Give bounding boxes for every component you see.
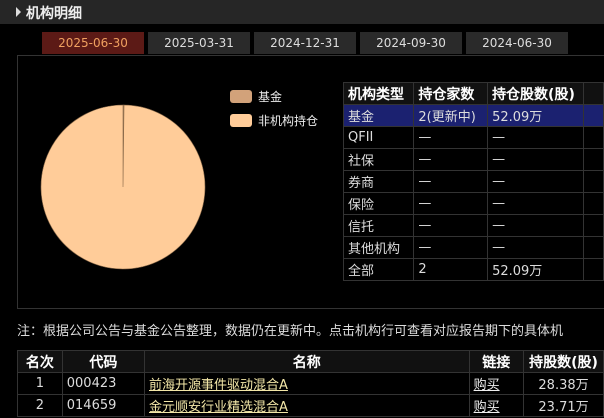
cell: 金元顺安行业精选混合A	[144, 394, 470, 417]
cell: —	[487, 148, 585, 171]
cell: 信托	[342, 214, 415, 237]
column-header: 机构类型	[342, 82, 415, 105]
table-row[interactable]: QFII — —	[342, 126, 604, 149]
cell: —	[413, 126, 489, 149]
cell: —	[413, 236, 489, 259]
legend-swatch	[230, 90, 252, 103]
holdings-table: 机构类型 持仓家数 持仓股数(股) 基金 2(更新中) 52.09万 QFII — — 社保 — — 券…	[342, 82, 604, 281]
note: 注：根据公司公告与基金公告整理，数据仍在更新中。点击机构行可查看对应报告期下的具…	[17, 324, 564, 339]
header-bar: 机构明细	[0, 0, 604, 24]
cell: —	[487, 192, 585, 215]
legend-label: 基金	[258, 89, 282, 104]
cell: —	[413, 148, 489, 171]
cell: 014659	[61, 394, 146, 417]
cell: 52.09万	[487, 258, 585, 281]
cell	[583, 82, 604, 105]
column-header: 代码	[61, 350, 146, 373]
cell: —	[487, 236, 585, 259]
cell: —	[487, 170, 585, 193]
cell: 购买	[468, 394, 525, 417]
cell	[583, 236, 604, 259]
cell: —	[413, 170, 489, 193]
cell	[583, 258, 604, 281]
cell: —	[487, 214, 585, 237]
column-header: 名次	[17, 350, 63, 373]
cell: —	[413, 214, 489, 237]
table-header: 机构类型 持仓家数 持仓股数(股)	[342, 82, 604, 105]
buy-link[interactable]: 购买	[473, 400, 500, 415]
legend-label: 非机构持仓	[258, 113, 318, 128]
cell: 000423	[61, 372, 146, 395]
date-tab[interactable]: 2024-06-30	[466, 32, 568, 54]
table-header: 名次 代码 名称 链接 持股数(股)	[17, 350, 604, 373]
column-header: 名称	[144, 350, 470, 373]
table-row: 2 014659 金元顺安行业精选混合A 购买 23.71万	[17, 394, 604, 417]
legend-swatch	[230, 114, 252, 127]
cell: 前海开源事件驱动混合A	[144, 372, 470, 395]
table-row[interactable]: 基金 2(更新中) 52.09万	[342, 104, 604, 127]
column-header: 持仓家数	[413, 82, 489, 105]
cell: 2(更新中)	[413, 104, 489, 127]
cell: 社保	[342, 148, 415, 171]
cell: 2	[413, 258, 489, 281]
cell: —	[413, 192, 489, 215]
fund-name-link[interactable]: 金元顺安行业精选混合A	[149, 400, 288, 415]
table-row[interactable]: 社保 — —	[342, 148, 604, 171]
cell: 保险	[342, 192, 415, 215]
cell: 基金	[342, 104, 415, 127]
cell	[583, 192, 604, 215]
cell: 其他机构	[342, 236, 415, 259]
funds-table: 名次 代码 名称 链接 持股数(股) 1 000423 前海开源事件驱动混合A 购买 28.38万…	[17, 350, 604, 417]
cell	[583, 148, 604, 171]
pie-slice	[40, 104, 206, 270]
cell: —	[487, 126, 585, 149]
cell	[583, 170, 604, 193]
table-row: 1 000423 前海开源事件驱动混合A 购买 28.38万	[17, 372, 604, 395]
column-header: 持仓股数(股)	[487, 82, 585, 105]
cell	[583, 214, 604, 237]
date-tab[interactable]: 2025-06-30	[42, 32, 144, 54]
cell: QFII	[342, 126, 415, 149]
table-row[interactable]: 保险 — —	[342, 192, 604, 215]
table-row[interactable]: 其他机构 — —	[342, 236, 604, 259]
cell: 券商	[342, 170, 415, 193]
fund-name-link[interactable]: 前海开源事件驱动混合A	[149, 378, 288, 393]
cell: 购买	[468, 372, 525, 395]
triangle-icon	[16, 7, 21, 17]
date-tab[interactable]: 2025-03-31	[148, 32, 250, 54]
cell	[583, 126, 604, 149]
table-row[interactable]: 信托 — —	[342, 214, 604, 237]
table-row[interactable]: 全部 2 52.09万	[342, 258, 604, 281]
table-row[interactable]: 券商 — —	[342, 170, 604, 193]
cell: 2	[17, 394, 63, 417]
panel	[17, 55, 604, 309]
date-tab[interactable]: 2024-12-31	[254, 32, 356, 54]
cell: 全部	[342, 258, 415, 281]
header-title: 机构明细	[26, 6, 82, 22]
cell	[583, 104, 604, 127]
date-tab[interactable]: 2024-09-30	[360, 32, 462, 54]
cell: 52.09万	[487, 104, 585, 127]
buy-link[interactable]: 购买	[473, 378, 500, 393]
column-header: 持股数(股)	[523, 350, 604, 373]
cell: 23.71万	[523, 394, 604, 417]
cell: 1	[17, 372, 63, 395]
cell: 28.38万	[523, 372, 604, 395]
column-header: 链接	[468, 350, 525, 373]
